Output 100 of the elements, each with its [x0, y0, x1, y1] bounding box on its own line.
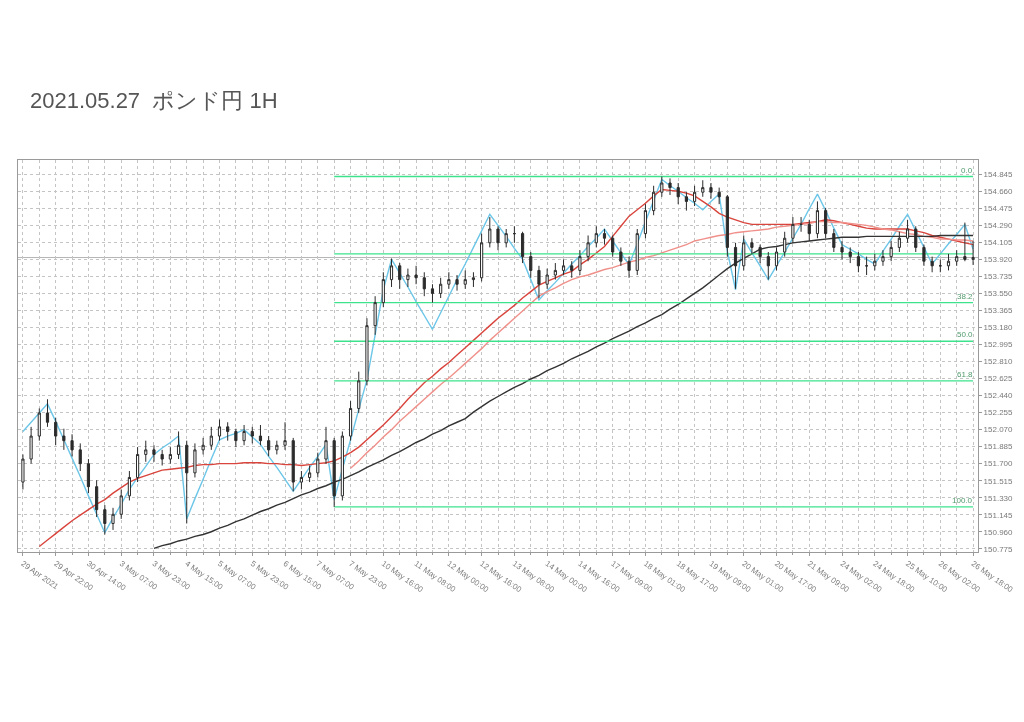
y-tick-label: 153.735 — [983, 272, 1014, 282]
candlestick — [553, 262, 557, 281]
candlestick — [414, 265, 418, 285]
y-tick-label: 151.700 — [983, 459, 1014, 469]
candlestick — [725, 194, 729, 258]
candlestick — [78, 442, 82, 472]
annotation: 61.8 — [957, 370, 974, 379]
candlestick — [561, 258, 566, 276]
candlestick — [496, 225, 500, 251]
candlestick — [430, 283, 435, 304]
candlestick — [316, 452, 320, 478]
candlestick — [946, 253, 951, 271]
y-tick-label: 152.810 — [983, 357, 1014, 367]
candlestick — [447, 271, 451, 290]
candlestick — [545, 268, 549, 290]
candlestick — [373, 295, 377, 336]
candlestick — [889, 240, 893, 262]
candlestick — [799, 216, 803, 233]
candlestick — [37, 407, 41, 442]
candlestick — [922, 244, 926, 267]
candlestick — [938, 258, 942, 273]
candlestick — [463, 269, 467, 290]
candlestick — [750, 237, 754, 255]
candlestick — [357, 371, 361, 414]
candlestick — [136, 446, 140, 483]
candlestick — [643, 203, 648, 239]
candlestick — [586, 234, 590, 262]
y-tick-label: 154.660 — [983, 187, 1014, 197]
candlestick — [717, 187, 721, 205]
y-tick-label: 151.515 — [983, 476, 1014, 486]
candlestick — [250, 426, 254, 444]
candlestick — [398, 262, 402, 290]
candlestick — [406, 268, 410, 288]
candlestick — [504, 228, 508, 248]
candlestick — [611, 234, 615, 258]
candlestick — [226, 421, 230, 442]
candlestick — [520, 231, 525, 264]
candlestick — [693, 185, 697, 207]
candlestick — [62, 428, 66, 451]
candlestick — [54, 417, 58, 446]
y-tick-label: 154.290 — [983, 221, 1014, 231]
y-tick-label: 154.475 — [983, 204, 1014, 214]
candlestick — [865, 256, 869, 276]
candlestick — [201, 437, 205, 455]
candlestick — [86, 458, 91, 494]
candlestick — [537, 265, 541, 299]
candlestick — [594, 225, 598, 248]
y-tick-label: 150.960 — [983, 527, 1014, 537]
candlestick — [308, 465, 312, 483]
candlestick — [299, 470, 303, 490]
line-series — [349, 220, 974, 469]
candlestick — [365, 317, 369, 386]
y-tick-label: 150.775 — [983, 544, 1014, 554]
candlestick — [168, 446, 172, 465]
candlestick — [275, 440, 279, 455]
candlestick — [488, 216, 492, 248]
annotation: 100.0 — [952, 496, 973, 505]
candlestick — [119, 488, 123, 520]
candlestick — [676, 182, 680, 205]
y-tick-label: 152.625 — [983, 374, 1014, 384]
candlestick — [267, 435, 271, 457]
annotation: 38.2 — [957, 292, 974, 301]
candlestick — [258, 424, 263, 446]
candlestick — [332, 437, 336, 508]
candlestick — [348, 400, 353, 442]
candlestick — [45, 398, 50, 428]
candlestick — [881, 249, 885, 267]
candlestick — [455, 274, 459, 292]
candlestick — [193, 442, 197, 478]
candlestick — [176, 430, 181, 460]
candlestick — [144, 440, 148, 463]
y-tick-label: 152.440 — [983, 391, 1014, 401]
annotation: 50.0 — [957, 330, 974, 339]
y-tick-label: 153.365 — [983, 306, 1014, 316]
candlestick — [570, 260, 574, 279]
candlestick — [635, 228, 639, 276]
candlestick — [652, 185, 656, 216]
y-tick-label: 151.885 — [983, 442, 1014, 452]
candlestick — [95, 479, 99, 518]
candlestick — [439, 277, 443, 299]
candlestick — [627, 256, 631, 279]
candlestick — [340, 430, 344, 501]
y-tick-label: 154.105 — [983, 238, 1014, 248]
candlestick — [701, 179, 705, 198]
candlestick — [422, 271, 426, 297]
candlestick — [856, 251, 860, 273]
y-tick-label: 152.995 — [983, 340, 1014, 350]
candlestick — [971, 240, 975, 266]
y-tick-label: 153.180 — [983, 323, 1014, 333]
candlestick — [660, 176, 664, 198]
candlestick — [185, 440, 189, 524]
y-tick-label: 151.330 — [983, 493, 1014, 503]
chart-title: 2021.05.27 ポンド円 1H — [30, 87, 278, 113]
candlestick — [955, 249, 959, 267]
candlestick — [21, 453, 25, 490]
candlestick — [381, 271, 385, 308]
candlestick — [324, 426, 328, 465]
candlestick — [209, 426, 213, 451]
candlestick — [709, 182, 713, 200]
y-tick-label: 153.920 — [983, 255, 1014, 265]
